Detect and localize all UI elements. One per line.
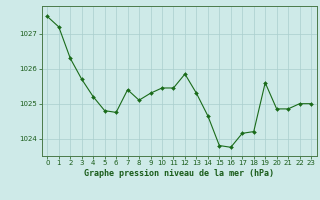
X-axis label: Graphe pression niveau de la mer (hPa): Graphe pression niveau de la mer (hPa): [84, 169, 274, 178]
